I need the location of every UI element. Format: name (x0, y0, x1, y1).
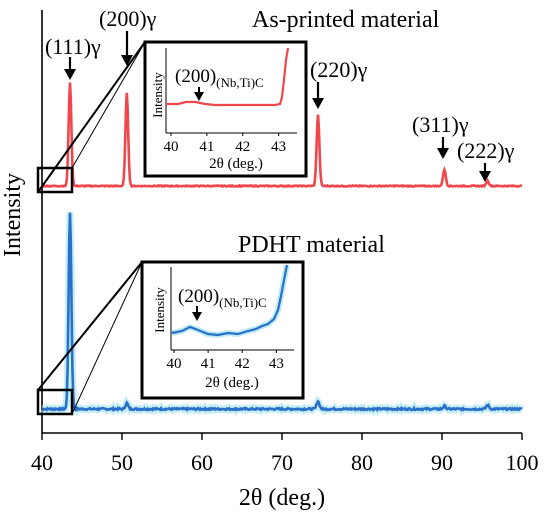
series-pdht-line (41, 212, 523, 413)
inset-annotation-pdht: (200)(Nb,Ti)C (178, 286, 267, 310)
inset-tick-label: 40 (164, 139, 179, 155)
peak-arrow-222 (479, 163, 491, 182)
peak-label-311: (311)γ (412, 112, 469, 137)
inset-tick-label: 41 (201, 356, 216, 372)
inset-tick-label: 42 (235, 139, 250, 155)
inset-trace-pdht (171, 264, 289, 337)
x-tick-label: 60 (191, 450, 213, 475)
inset-tick-label: 42 (235, 356, 250, 372)
x-tick-label: 90 (431, 450, 453, 475)
inset-tick-label: 41 (199, 139, 214, 155)
series-as-printed-line (41, 82, 522, 189)
series-label-as-printed: As-printed material (252, 7, 440, 33)
y-axis-label: Intensity (0, 173, 26, 257)
inset-pdht: Intensity 40 41 42 43 2θ (deg.) (200)(Nb,Ti… (140, 260, 305, 400)
peak-annotations: (111)γ (200)γ (220)γ (311)γ (222)γ (45, 6, 515, 182)
inset-ylabel-pdht: Intensity (152, 287, 167, 333)
peak-label-222: (222)γ (457, 138, 515, 163)
zoom-region-pdht (36, 261, 143, 416)
inset-annotation-subscript: (Nb,Ti)C (219, 295, 267, 310)
inset-arrow-as-printed (194, 87, 204, 101)
inset-ticks-as-printed: 40 41 42 43 (164, 133, 286, 155)
peak-arrow-200 (121, 31, 133, 66)
x-tick-group: 40 50 60 70 80 90 100 (31, 433, 539, 475)
x-tick-label: 100 (506, 450, 539, 475)
peak-arrow-220 (312, 82, 324, 109)
x-tick-label: 50 (111, 450, 133, 475)
peak-arrow-111 (64, 57, 76, 80)
inset-arrow-pdht (192, 306, 202, 321)
inset-xlabel-pdht: 2θ (deg.) (205, 375, 259, 391)
x-tick-label: 40 (31, 450, 53, 475)
inset-trace-as-printed (167, 47, 290, 107)
peak-label-200: (200)γ (99, 6, 157, 31)
peak-label-220: (220)γ (310, 57, 368, 82)
inset-tick-label: 40 (167, 356, 182, 372)
zoom-region-as-printed (36, 41, 146, 194)
inset-annotation-as-printed: (200)(Nb,Ti)C (175, 66, 264, 90)
peak-arrow-311 (437, 137, 449, 159)
peak-label-111: (111)γ (45, 34, 101, 59)
inset-ticks-pdht: 40 41 42 43 (167, 350, 284, 372)
inset-annotation-label: (200) (178, 286, 219, 307)
x-tick-label: 80 (351, 450, 373, 475)
series-as-printed (41, 82, 522, 189)
inset-as-printed: Intensity 40 41 42 43 2θ (deg.) (200)(Nb,Ti… (143, 40, 308, 178)
inset-tick-label: 43 (271, 139, 286, 155)
x-axis-label: 2θ (deg.) (239, 485, 325, 511)
inset-xlabel-as-printed: 2θ (deg.) (209, 156, 263, 172)
series-label-pdht: PDHT material (238, 232, 385, 258)
inset-annotation-subscript: (Nb,Ti)C (216, 75, 264, 90)
x-tick-label: 70 (271, 450, 293, 475)
series-pdht (40, 212, 525, 417)
inset-ylabel-as-printed: Intensity (150, 72, 165, 118)
inset-tick-label: 43 (269, 356, 284, 372)
inset-annotation-label: (200) (175, 66, 216, 87)
